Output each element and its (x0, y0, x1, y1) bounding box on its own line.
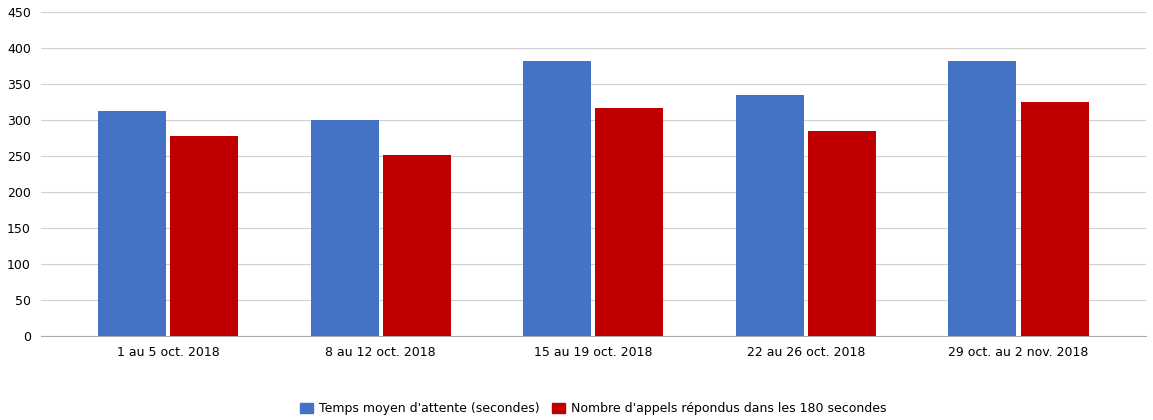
Bar (948, 61, 1017, 336)
Bar (595, 108, 663, 336)
Bar (523, 61, 591, 336)
Bar (808, 131, 876, 336)
Legend: Temps moyen d'attente (secondes), Nombre d'appels répondus dans les 180 secondes: Temps moyen d'attente (secondes), Nombre… (295, 397, 891, 420)
Bar (736, 95, 804, 336)
Bar (383, 155, 451, 336)
Bar (310, 120, 378, 336)
Bar (98, 111, 166, 336)
Bar (1020, 102, 1088, 336)
Bar (171, 136, 239, 336)
